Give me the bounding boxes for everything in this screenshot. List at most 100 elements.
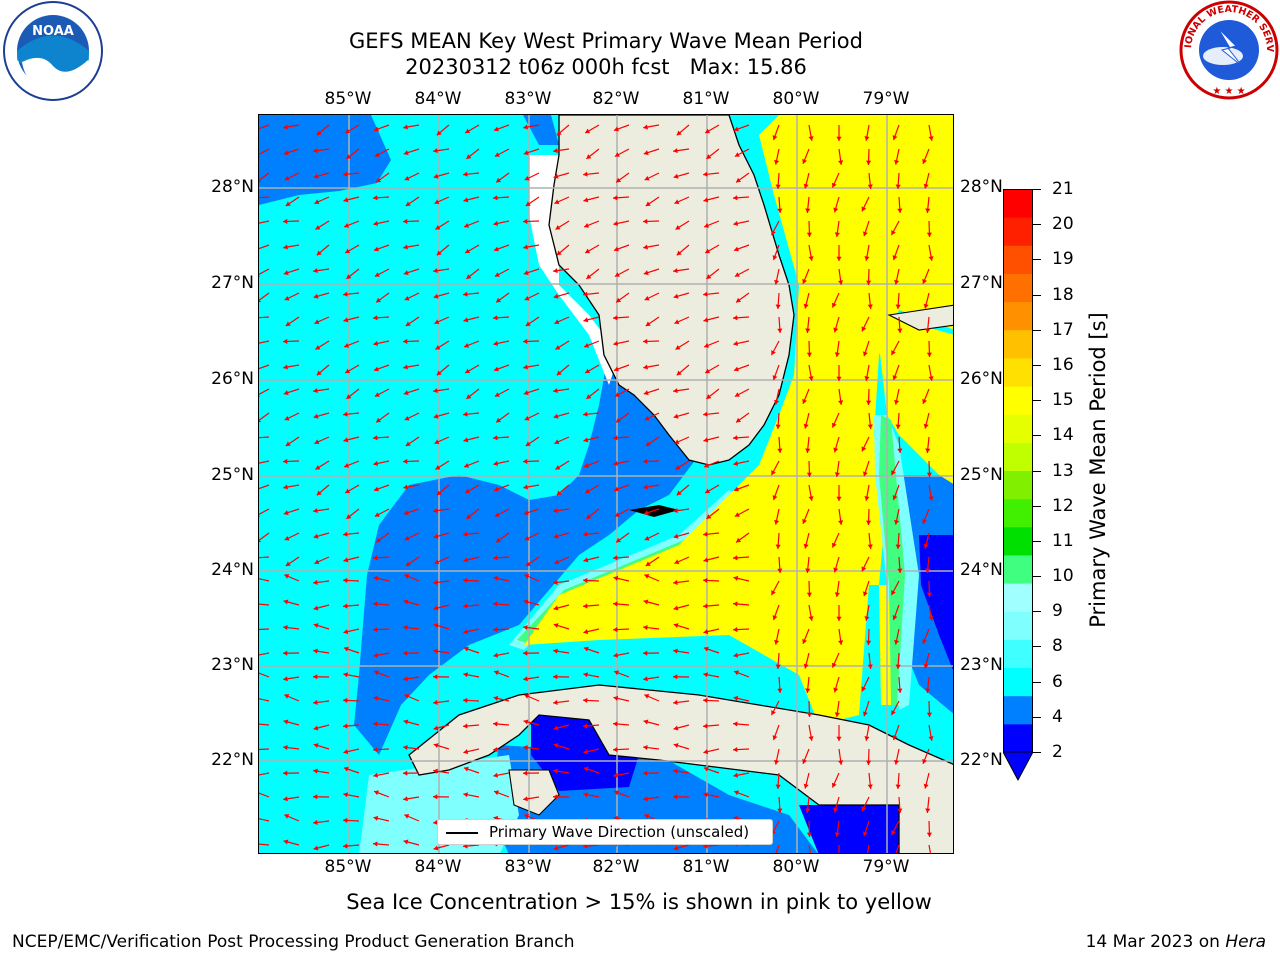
wave-arrow-head — [553, 623, 559, 629]
wave-arrow-head — [836, 616, 842, 621]
wave-arrow-head — [493, 486, 499, 492]
wave-arrow-head — [465, 248, 471, 254]
wave-arrow-head — [525, 441, 531, 446]
wave-arrow-head — [806, 472, 812, 477]
wave-arrow-head — [433, 579, 438, 585]
wave-arrow — [895, 844, 900, 853]
wave-arrow-head — [613, 772, 618, 778]
wave-arrow-head — [466, 394, 472, 399]
wave-arrow-head — [433, 845, 439, 851]
wave-arrow-head — [523, 625, 528, 631]
wave-arrow-head — [583, 766, 589, 772]
wave-arrow-head — [802, 398, 808, 404]
wave-arrow-head — [613, 435, 618, 441]
wave-arrow-head — [613, 460, 619, 466]
wave-arrow-head — [736, 417, 742, 423]
wave-arrow-head — [343, 723, 348, 729]
wave-arrow-head — [925, 688, 931, 693]
wave-arrow-head — [403, 599, 409, 605]
wave-arrow — [259, 792, 270, 798]
wave-arrow-head — [314, 439, 320, 445]
wave-arrow-head — [373, 575, 379, 581]
lat-tick-right: 26°N — [960, 369, 1003, 389]
short-period-region-n — [523, 115, 559, 145]
wave-arrow-head — [346, 274, 352, 279]
wave-arrow-head — [891, 230, 896, 236]
wave-arrow-head — [703, 577, 708, 583]
wave-arrow — [259, 556, 270, 559]
wave-arrow-head — [343, 817, 348, 823]
wave-arrow-head — [922, 758, 928, 764]
wave-arrow-head — [315, 225, 321, 230]
wave-arrow-head — [675, 225, 681, 230]
wave-arrow-head — [925, 208, 931, 213]
wave-arrow-head — [343, 843, 348, 849]
wave-arrow-head — [466, 274, 472, 279]
wave-arrow-head — [284, 535, 290, 541]
wave-arrow-head — [374, 152, 380, 157]
wave-arrow-head — [313, 579, 318, 585]
wave-arrow-head — [283, 770, 288, 776]
wave-arrow-head — [259, 419, 262, 423]
wave-arrow-head — [524, 535, 530, 541]
wave-arrow-head — [523, 124, 528, 130]
wave-arrow-head — [343, 557, 349, 563]
wave-arrow-head — [805, 568, 811, 573]
wave-arrow-head — [435, 345, 441, 350]
wave-arrow-head — [553, 268, 558, 274]
wave-arrow — [259, 388, 270, 395]
wave-arrow-head — [734, 670, 739, 676]
wave-arrow-head — [553, 845, 559, 851]
wave-arrow-head — [493, 366, 499, 372]
wave-arrow-head — [556, 250, 562, 256]
wave-arrow-head — [583, 749, 589, 755]
graticule — [259, 115, 953, 853]
wave-arrow-head — [861, 446, 867, 452]
wave-arrow-head — [345, 488, 351, 494]
wave-arrow-head — [583, 411, 588, 417]
wave-arrow — [259, 484, 270, 490]
wave-arrow-head — [644, 535, 650, 541]
wave-arrow-head — [583, 317, 589, 323]
wave-arrow-head — [523, 719, 529, 725]
wave-arrow-head — [343, 697, 348, 703]
wave-arrow-head — [923, 303, 929, 309]
wave-arrow-head — [374, 512, 380, 517]
wave-arrow-head — [613, 555, 618, 561]
wave-arrow-head — [554, 319, 560, 325]
wave-arrow-head — [925, 328, 931, 333]
wave-arrow-head — [891, 470, 896, 476]
wave-arrow-head — [771, 590, 776, 596]
wave-arrow-head — [373, 246, 379, 252]
wave-arrow-head — [808, 136, 814, 141]
wave-arrow-head — [808, 616, 814, 621]
wave-arrow-head — [403, 150, 409, 156]
wave-arrow-head — [343, 749, 349, 755]
wave-arrow-head — [834, 232, 840, 237]
wave-arrow-head — [373, 195, 378, 201]
wave-arrow-head — [285, 321, 291, 326]
wave-arrow-head — [675, 345, 681, 350]
wave-arrow-head — [644, 175, 650, 181]
colorbar-band — [1003, 667, 1033, 697]
wave-arrow-head — [553, 293, 559, 299]
wave-arrow-head — [772, 135, 778, 141]
wave-arrow-head — [434, 439, 440, 445]
wave-arrow-head — [523, 599, 529, 605]
short-period-region-gulf — [354, 350, 699, 755]
wave-arrow-head — [343, 197, 349, 203]
wave-arrow-head — [892, 495, 898, 501]
wave-arrow-head — [834, 352, 840, 357]
wave-arrow-head — [524, 175, 530, 181]
wave-arrow-head — [403, 676, 408, 682]
wave-arrow-head — [584, 222, 590, 228]
wave-arrow-head — [831, 662, 837, 668]
wave-arrow-head — [676, 370, 682, 376]
wave-arrow-head — [897, 448, 903, 453]
wave-arrow-head — [283, 484, 288, 490]
wave-arrow-head — [733, 435, 738, 441]
wave-arrow-head — [464, 342, 470, 348]
wave-arrow-head — [436, 130, 442, 136]
wave-arrow-head — [433, 768, 438, 774]
wave-arrow — [866, 844, 870, 853]
